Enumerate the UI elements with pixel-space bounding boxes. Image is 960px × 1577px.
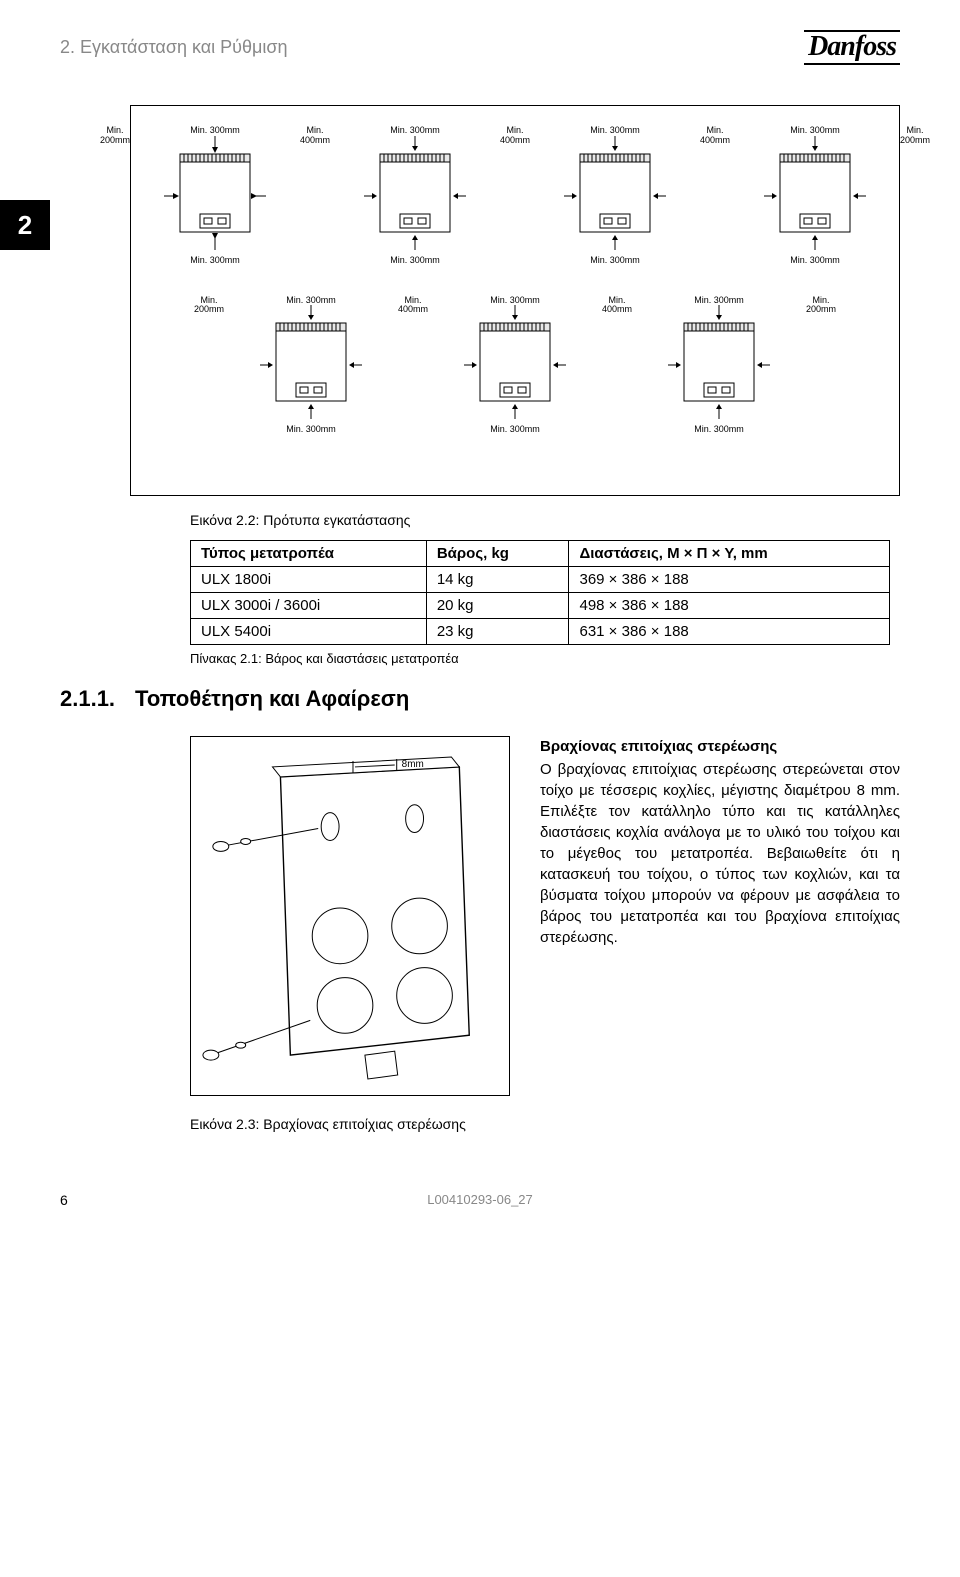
document-id: L00410293-06_27 bbox=[100, 1192, 860, 1208]
cell: 631 × 386 × 188 bbox=[569, 619, 890, 645]
bracket-icon: 8mm bbox=[191, 737, 509, 1095]
cell: 14 kg bbox=[426, 567, 569, 593]
inverter-icon bbox=[760, 136, 870, 256]
cell: 369 × 386 × 188 bbox=[569, 567, 890, 593]
subsection-number: 2.1.1. bbox=[60, 686, 115, 712]
cell: 23 kg bbox=[426, 619, 569, 645]
figure-2-3: 8mm bbox=[190, 736, 510, 1096]
clearance-right: Min.200mm bbox=[804, 296, 838, 436]
clearance-bottom: Min. 300mm bbox=[390, 256, 440, 266]
col-weight: Βάρος, kg bbox=[426, 541, 569, 567]
unit: Min. 300mm Min. 300mm bbox=[664, 296, 774, 436]
clearance-between: Min.400mm bbox=[700, 126, 730, 266]
body-text: Βραχίονας επιτοίχιας στερέωσης Ο βραχίον… bbox=[540, 736, 900, 1096]
unit: Min. 300mm Min. 300mm bbox=[560, 126, 670, 266]
clearance-bottom: Min. 300mm bbox=[790, 256, 840, 266]
inverter-icon bbox=[560, 136, 670, 256]
brand-logo: Danfoss bbox=[804, 30, 900, 65]
unit: Min. 300mm Min. 300mm bbox=[760, 126, 870, 266]
spec-table: Τύπος μετατροπέα Βάρος, kg Διαστάσεις, Μ… bbox=[190, 540, 890, 645]
unit: Min. 300mm Min. 300mm bbox=[160, 126, 270, 266]
clearance-bottom: Min. 300mm bbox=[694, 425, 744, 435]
inverter-icon bbox=[360, 136, 470, 256]
clearance-between: Min.400mm bbox=[396, 296, 430, 436]
clearance-top: Min. 300mm bbox=[390, 126, 440, 136]
inverter-icon bbox=[664, 305, 774, 425]
page-footer: 6 L00410293-06_27 bbox=[60, 1192, 900, 1208]
clearance-left: Min.200mm bbox=[100, 126, 130, 266]
clearance-left: Min.200mm bbox=[192, 296, 226, 436]
footer-spacer bbox=[860, 1192, 900, 1208]
clearance-top: Min. 300mm bbox=[694, 296, 744, 306]
figure-2-2: Min.200mm Min. 300mm Min. 300mm Min.400m… bbox=[130, 105, 900, 497]
figure-2-3-caption: Εικόνα 2.3: Βραχίονας επιτοίχιας στερέωσ… bbox=[190, 1116, 900, 1132]
clearance-bottom: Min. 300mm bbox=[590, 256, 640, 266]
chapter-tab: 2 bbox=[0, 200, 50, 250]
table-row: ULX 5400i 23 kg 631 × 386 × 188 bbox=[191, 619, 890, 645]
col-dims: Διαστάσεις, Μ × Π × Υ, mm bbox=[569, 541, 890, 567]
clearance-between: Min.400mm bbox=[300, 126, 330, 266]
unit: Min. 300mm Min. 300mm bbox=[460, 296, 570, 436]
inverter-icon bbox=[160, 136, 270, 256]
section-title: 2. Εγκατάσταση και Ρύθμιση bbox=[60, 37, 288, 58]
inverter-icon bbox=[460, 305, 570, 425]
clearance-top: Min. 300mm bbox=[790, 126, 840, 136]
clearance-bottom: Min. 300mm bbox=[286, 425, 336, 435]
clearance-between: Min.400mm bbox=[500, 126, 530, 266]
inverter-icon bbox=[256, 305, 366, 425]
table-row: ULX 1800i 14 kg 369 × 386 × 188 bbox=[191, 567, 890, 593]
page-number: 6 bbox=[60, 1192, 100, 1208]
subsection-heading: 2.1.1. Τοποθέτηση και Αφαίρεση bbox=[60, 686, 900, 712]
clearance-top: Min. 300mm bbox=[286, 296, 336, 306]
clearance-between: Min.400mm bbox=[600, 296, 634, 436]
page-header: 2. Εγκατάσταση και Ρύθμιση Danfoss bbox=[60, 30, 900, 65]
body-paragraph: Ο βραχίονας επιτοίχιας στερέωσης στερεών… bbox=[540, 761, 900, 946]
cell: ULX 5400i bbox=[191, 619, 427, 645]
col-type: Τύπος μετατροπέα bbox=[191, 541, 427, 567]
clearance-bottom: Min. 300mm bbox=[490, 425, 540, 435]
clearance-top: Min. 300mm bbox=[590, 126, 640, 136]
cell: 20 kg bbox=[426, 593, 569, 619]
unit: Min. 300mm Min. 300mm bbox=[360, 126, 470, 266]
cell: ULX 1800i bbox=[191, 567, 427, 593]
clearance-right: Min.200mm bbox=[900, 126, 930, 266]
subsection-title: Τοποθέτηση και Αφαίρεση bbox=[135, 686, 409, 712]
clearance-top: Min. 300mm bbox=[490, 296, 540, 306]
unit: Min. 300mm Min. 300mm bbox=[256, 296, 366, 436]
table-2-1-caption: Πίνακας 2.1: Βάρος και διαστάσεις μετατρ… bbox=[190, 651, 900, 666]
clearance-bottom: Min. 300mm bbox=[190, 256, 240, 266]
cell: ULX 3000i / 3600i bbox=[191, 593, 427, 619]
cell: 498 × 386 × 188 bbox=[569, 593, 890, 619]
figure-2-2-caption: Εικόνα 2.2: Πρότυπα εγκατάστασης bbox=[190, 512, 900, 528]
clearance-top: Min. 300mm bbox=[190, 126, 240, 136]
table-row: ULX 3000i / 3600i 20 kg 498 × 386 × 188 bbox=[191, 593, 890, 619]
unit-row-bottom: Min.200mm Min. 300mm Min. 300mm Min.400m… bbox=[141, 296, 889, 436]
dim-label: 8mm bbox=[402, 759, 424, 770]
unit-row-top: Min.200mm Min. 300mm Min. 300mm Min.400m… bbox=[141, 126, 889, 266]
body-heading: Βραχίονας επιτοίχιας στερέωσης bbox=[540, 736, 900, 757]
